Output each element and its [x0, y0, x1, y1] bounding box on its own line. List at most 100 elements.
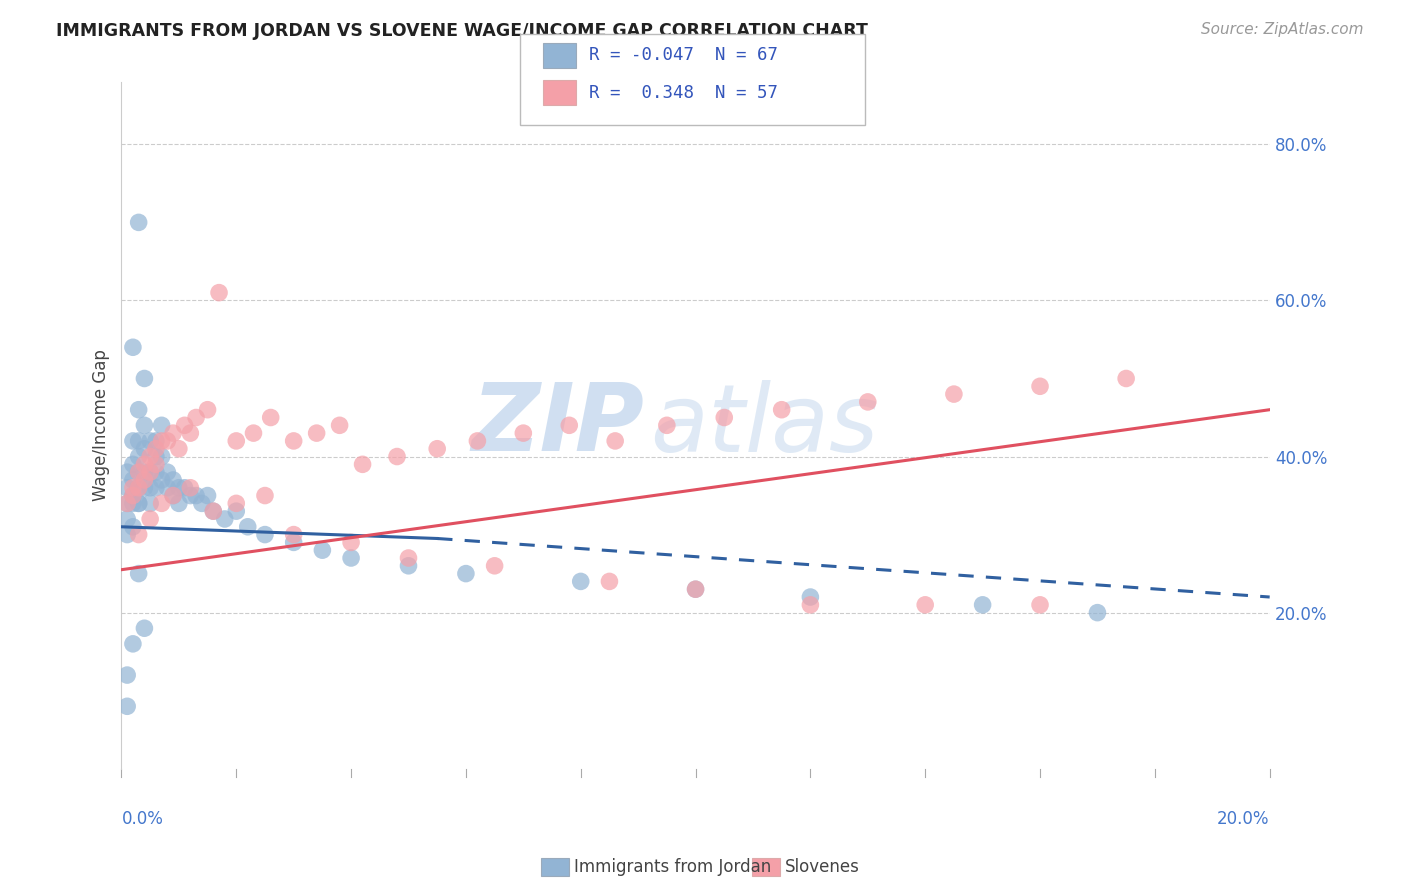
Point	[385, 450, 408, 464]
Text: 0.0%: 0.0%	[121, 810, 163, 828]
Point	[162, 489, 184, 503]
Point	[115, 512, 138, 526]
Point	[605, 434, 627, 448]
Point	[115, 527, 138, 541]
Point	[260, 410, 283, 425]
Point	[156, 481, 179, 495]
Point	[236, 520, 259, 534]
Point	[1115, 371, 1137, 385]
Point	[799, 598, 821, 612]
Point	[914, 598, 936, 612]
Point	[122, 434, 145, 448]
Point	[398, 551, 420, 566]
Point	[225, 504, 247, 518]
Point	[856, 395, 879, 409]
Point	[128, 527, 150, 541]
Point	[139, 434, 162, 448]
Point	[134, 458, 156, 472]
Point	[150, 496, 173, 510]
Point	[128, 496, 150, 510]
Point	[134, 473, 156, 487]
Point	[179, 481, 201, 495]
Point	[122, 520, 145, 534]
Point	[134, 621, 156, 635]
Point	[685, 582, 707, 597]
Point	[558, 418, 581, 433]
Point	[512, 426, 534, 441]
Point	[115, 496, 138, 510]
Point	[122, 489, 145, 503]
Text: R =  0.348  N = 57: R = 0.348 N = 57	[589, 84, 778, 102]
Point	[128, 566, 150, 581]
Point	[191, 496, 214, 510]
Point	[122, 340, 145, 354]
Point	[305, 426, 328, 441]
Point	[655, 418, 678, 433]
Point	[128, 450, 150, 464]
Point	[202, 504, 225, 518]
Point	[150, 473, 173, 487]
Point	[162, 426, 184, 441]
Point	[145, 450, 167, 464]
Point	[179, 426, 201, 441]
Point	[128, 402, 150, 417]
Point	[329, 418, 352, 433]
Point	[184, 410, 207, 425]
Point	[484, 558, 506, 573]
Point	[426, 442, 449, 456]
Point	[162, 473, 184, 487]
Point	[139, 496, 162, 510]
Point	[150, 418, 173, 433]
Point	[156, 465, 179, 479]
Point	[214, 512, 236, 526]
Point	[569, 574, 592, 589]
Point	[197, 489, 219, 503]
Point	[454, 566, 477, 581]
Point	[1087, 606, 1109, 620]
Point	[340, 535, 363, 549]
Point	[242, 426, 264, 441]
Point	[202, 504, 225, 518]
Point	[467, 434, 489, 448]
Point	[128, 215, 150, 229]
Point	[167, 442, 190, 456]
Point	[122, 496, 145, 510]
Point	[145, 465, 167, 479]
Point	[156, 434, 179, 448]
Point	[145, 458, 167, 472]
Point	[139, 465, 162, 479]
Point	[122, 458, 145, 472]
Point	[972, 598, 994, 612]
Point	[311, 543, 333, 558]
Point	[122, 637, 145, 651]
Point	[352, 458, 374, 472]
Point	[150, 450, 173, 464]
Text: ZIP: ZIP	[471, 379, 644, 471]
Point	[134, 481, 156, 495]
Point	[139, 512, 162, 526]
Point	[197, 402, 219, 417]
Point	[115, 668, 138, 682]
Point	[283, 434, 305, 448]
Point	[799, 590, 821, 604]
Point	[128, 496, 150, 510]
Point	[115, 496, 138, 510]
Point	[115, 699, 138, 714]
Point	[134, 371, 156, 385]
Point	[145, 442, 167, 456]
Point	[1029, 379, 1052, 393]
Point	[598, 574, 620, 589]
Text: Immigrants from Jordan: Immigrants from Jordan	[574, 858, 770, 876]
Point	[128, 481, 150, 495]
Point	[128, 434, 150, 448]
Point	[128, 465, 150, 479]
Point	[139, 481, 162, 495]
Point	[115, 465, 138, 479]
Point	[150, 434, 173, 448]
Text: atlas: atlas	[650, 380, 877, 471]
Text: 20.0%: 20.0%	[1218, 810, 1270, 828]
Point	[942, 387, 965, 401]
Point	[398, 558, 420, 573]
Text: Slovenes: Slovenes	[785, 858, 859, 876]
Y-axis label: Wage/Income Gap: Wage/Income Gap	[93, 350, 110, 501]
